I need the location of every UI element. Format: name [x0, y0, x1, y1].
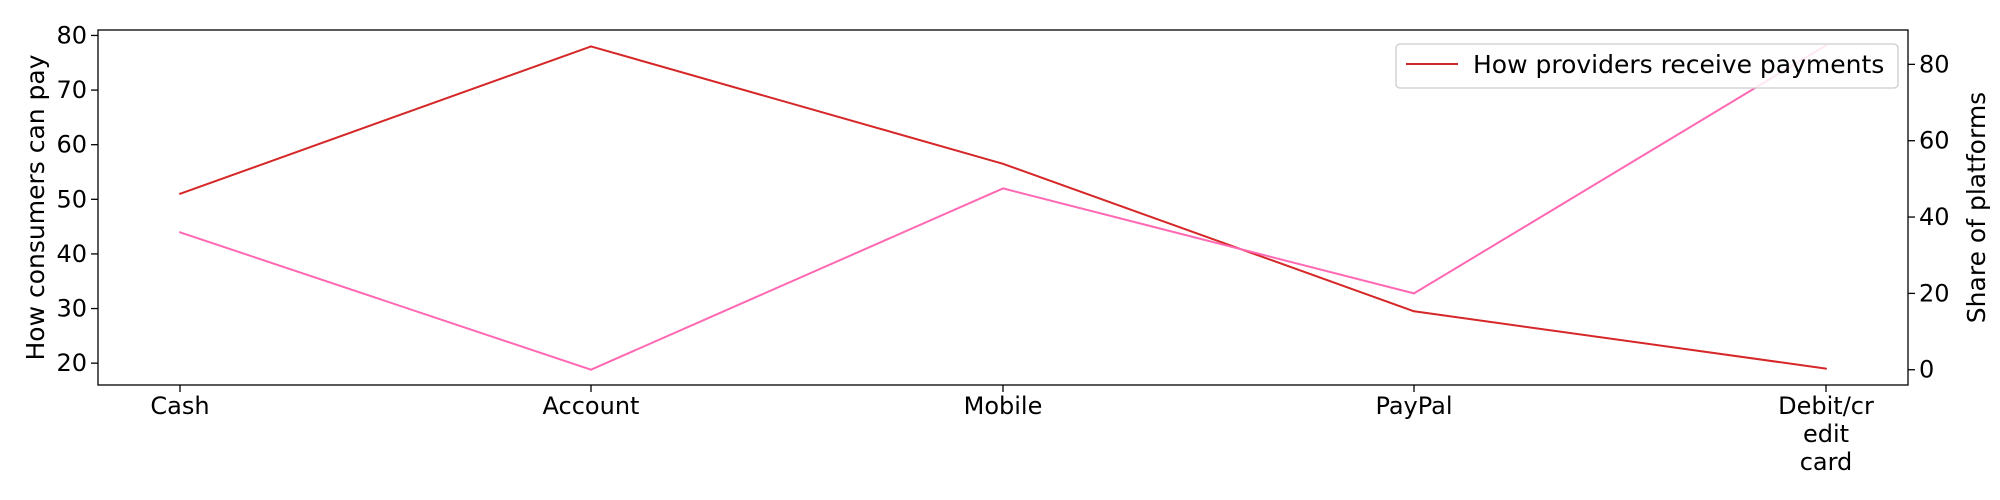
y-left-tick-label: 80	[56, 21, 87, 49]
legend-box	[1395, 43, 1899, 89]
y-right-axis-title: Share of platforms	[1962, 92, 1991, 323]
series-1-point	[179, 231, 181, 234]
series-0-point	[1825, 367, 1827, 370]
x-tick-label: Debit/cr	[1778, 392, 1874, 420]
series-layer	[179, 44, 1827, 371]
y-left-tick-label: 20	[56, 349, 87, 377]
x-tick-label: Account	[543, 392, 640, 420]
y-right-tick-label: 40	[1919, 203, 1950, 231]
series-0-point	[1002, 162, 1004, 165]
series-line-0	[179, 45, 1827, 370]
legend: How providers receive payments	[1395, 43, 1899, 89]
series-0-point	[1413, 310, 1415, 313]
series-1-point	[590, 368, 592, 371]
series-line-1	[179, 44, 1827, 371]
y-right-tick-label: 60	[1919, 127, 1950, 155]
y-left-tick-label: 30	[56, 295, 87, 323]
y-left-axis-ticks: 20 30 40 50 60 70 80	[56, 21, 98, 377]
y-right-tick-label: 80	[1919, 50, 1950, 78]
series-1-point	[1413, 292, 1415, 295]
x-tick-label: PayPal	[1375, 392, 1452, 420]
y-left-tick-label: 70	[56, 76, 87, 104]
y-left-tick-label: 50	[56, 185, 87, 213]
y-right-axis-ticks: 0 20 40 60 80	[1908, 50, 1950, 384]
x-tick-label: Cash	[150, 392, 209, 420]
x-tick-label: card	[1800, 448, 1853, 476]
y-right-tick-label: 20	[1919, 279, 1950, 307]
series-1-point	[1002, 187, 1004, 190]
y-left-axis-title: How consumers can pay	[21, 54, 50, 360]
series-0-point	[179, 192, 181, 195]
legend-label: How providers receive payments	[1473, 50, 1884, 79]
x-tick-label: Mobile	[964, 392, 1043, 420]
y-left-tick-label: 60	[56, 131, 87, 159]
y-right-tick-label: 0	[1919, 356, 1934, 384]
y-left-tick-label: 40	[56, 240, 87, 268]
series-0-point	[590, 45, 592, 48]
x-tick-label: edit	[1803, 420, 1849, 448]
